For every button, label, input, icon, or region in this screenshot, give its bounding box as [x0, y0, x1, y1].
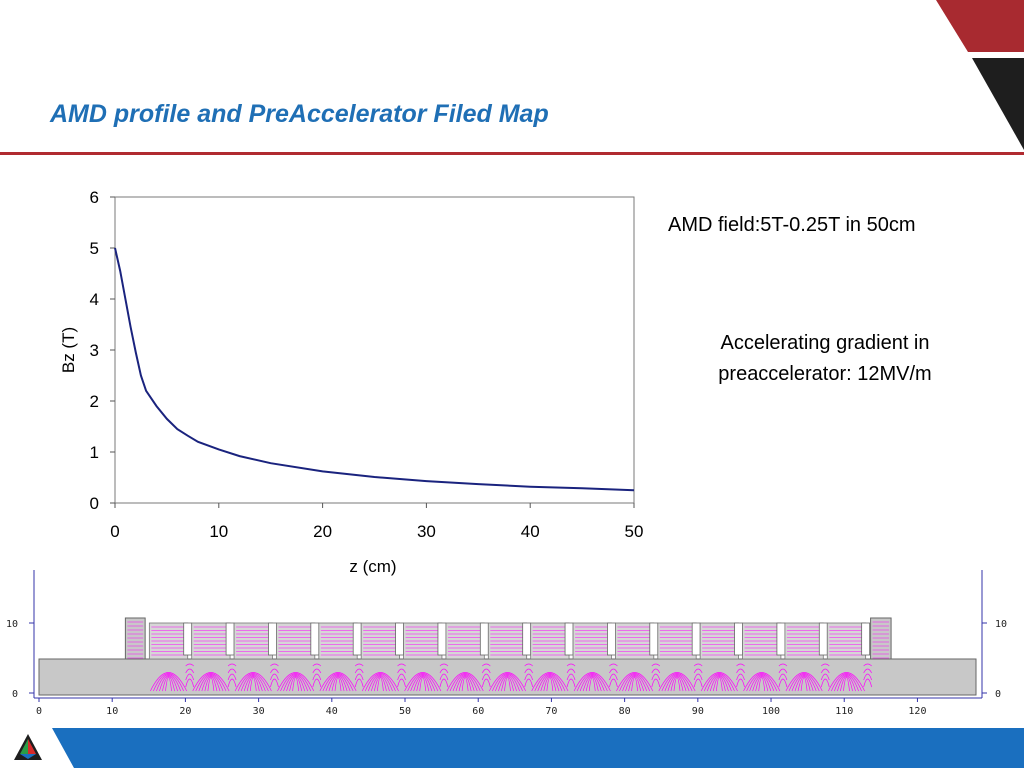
cavity-cell — [572, 622, 618, 692]
cavity-cell — [487, 622, 534, 692]
cavity-cell — [233, 622, 279, 692]
slide-title: AMD profile and PreAccelerator Filed Map — [50, 100, 549, 128]
field-map-x-tick-label: 120 — [908, 706, 926, 717]
y-tick-label: 0 — [90, 494, 99, 513]
field-map-x-tick-label: 80 — [619, 706, 631, 717]
logo-icon — [14, 734, 42, 760]
cavity-cell — [360, 622, 406, 692]
end-cell — [124, 617, 146, 660]
x-tick-label: 50 — [625, 522, 644, 541]
preaccelerator-field-map: 0 10 20 30 40 50 60 70 80 90 100 110 120 0 0 10 10 — [6, 570, 1007, 717]
y-tick-label: 2 — [90, 392, 99, 411]
x-tick-label: 0 — [110, 522, 119, 541]
cavity-cell — [657, 622, 703, 692]
x-tick-label: 10 — [209, 522, 228, 541]
field-map-y-tick-label-right: 10 — [995, 619, 1007, 630]
y-tick-label: 6 — [90, 188, 99, 207]
title-underline — [0, 152, 1024, 155]
footer-blue-bar — [52, 728, 1024, 768]
field-map-x-tick-label: 0 — [36, 706, 42, 717]
y-tick-label: 3 — [90, 341, 99, 360]
field-map-x-tick-label: 60 — [472, 706, 484, 717]
gradient-note: Accelerating gradient in preaccelerator:… — [718, 332, 932, 385]
bz-curve — [114, 247, 635, 492]
x-axis-label: z (cm) — [349, 557, 396, 576]
field-map-x-tick-label: 40 — [326, 706, 338, 717]
y-axis-label: Bz (T) — [59, 327, 78, 373]
field-map-y-tick-label-right: 0 — [995, 689, 1001, 700]
cavity-cell — [318, 622, 364, 692]
field-map-x-tick-label: 70 — [545, 706, 557, 717]
footer-bar — [0, 728, 1024, 768]
amd-field-note: AMD field:5T-0.25T in 50cm — [668, 214, 916, 236]
field-map-x-tick-label: 50 — [399, 706, 411, 717]
field-map-x-axis: 0 10 20 30 40 50 60 70 80 90 100 110 120 — [36, 698, 926, 717]
cavity-cell — [826, 622, 872, 692]
cavity-cell — [445, 622, 491, 692]
y-tick-label: 5 — [90, 239, 99, 258]
end-cell — [870, 617, 892, 660]
field-map-x-tick-label: 90 — [692, 706, 704, 717]
field-map-x-tick-label: 110 — [835, 706, 853, 717]
field-map-x-tick-label: 10 — [106, 706, 118, 717]
corner-red-stripe — [936, 0, 1024, 52]
x-axis: 0 10 20 30 40 50 — [110, 503, 643, 541]
corner-dark-stripe — [972, 58, 1024, 150]
x-tick-label: 20 — [313, 522, 332, 541]
cavity-cell — [699, 622, 745, 692]
bz-profile-chart: 0 1 2 3 4 5 6 0 10 20 30 40 50 z (cm) Bz (T) — [59, 188, 643, 576]
y-axis: 0 1 2 3 4 5 6 — [90, 188, 115, 513]
cavity-cell — [615, 622, 661, 692]
corner-decoration — [936, 0, 1024, 150]
field-map-y-axis: 0 0 10 10 — [6, 619, 1007, 700]
cavity-cell — [530, 622, 576, 692]
x-tick-label: 40 — [521, 522, 540, 541]
field-map-y-tick-label: 0 — [12, 689, 18, 700]
plot-frame — [114, 196, 635, 504]
y-tick-label: 4 — [90, 290, 99, 309]
field-map-x-tick-label: 30 — [253, 706, 265, 717]
x-tick-label: 30 — [417, 522, 436, 541]
cavity-cell — [276, 622, 322, 692]
field-map-beam-pipe — [38, 658, 977, 696]
cavity-cell — [742, 622, 788, 692]
field-map-x-tick-label: 20 — [179, 706, 191, 717]
y-tick-label: 1 — [90, 443, 99, 462]
field-map-x-tick-label: 100 — [762, 706, 780, 717]
cavity-cell — [191, 622, 237, 692]
field-map-y-tick-label: 10 — [6, 619, 18, 630]
cavity-cell — [148, 622, 195, 692]
accelerating-cavities — [124, 617, 892, 692]
cavity-cell — [784, 622, 830, 692]
